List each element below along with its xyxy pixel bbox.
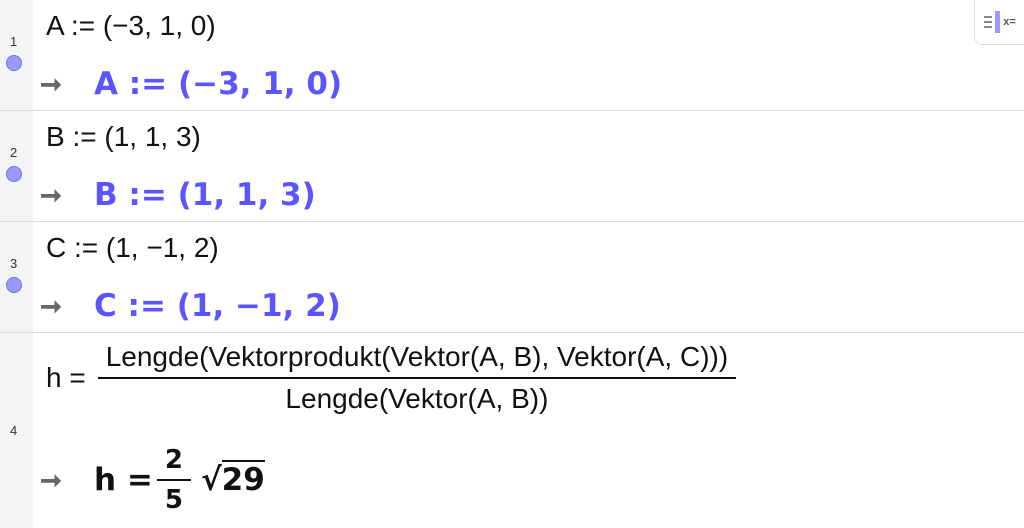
radicand: 29 bbox=[221, 460, 265, 498]
denominator: 5 bbox=[156, 479, 191, 515]
toggle-label: x= bbox=[1003, 16, 1016, 28]
row-number: 4 bbox=[10, 423, 18, 438]
cas-output: ➞ B := (1, 1, 3) bbox=[40, 177, 316, 213]
cas-row-2[interactable]: 2 B := (1, 1, 3) ➞ B := (1, 1, 3) bbox=[0, 111, 1024, 222]
arrow-icon: ➞ bbox=[40, 464, 62, 495]
sqrt: √29 bbox=[200, 460, 265, 498]
denominator: Lengde(Vektor(A, B)) bbox=[97, 377, 737, 415]
cas-output: ➞ A := (−3, 1, 0) bbox=[40, 66, 342, 102]
output-lhs: h = bbox=[94, 462, 153, 498]
input-lhs: h = bbox=[46, 362, 86, 393]
row-gutter bbox=[0, 333, 33, 528]
numerator: Lengde(Vektorprodukt(Vektor(A, B), Vekto… bbox=[105, 341, 729, 372]
input-fraction: Lengde(Vektorprodukt(Vektor(A, B), Vekto… bbox=[97, 341, 737, 415]
visibility-toggle-dot[interactable] bbox=[6, 277, 22, 293]
row-number: 3 bbox=[10, 256, 18, 271]
cas-row-3[interactable]: 3 C := (1, −1, 2) ➞ C := (1, −1, 2) bbox=[0, 222, 1024, 333]
numerator: 2 bbox=[164, 445, 183, 475]
algebra-description-toggle[interactable]: x= bbox=[974, 0, 1024, 45]
cas-input[interactable]: h = Lengde(Vektorprodukt(Vektor(A, B), V… bbox=[46, 341, 737, 415]
bar-icon bbox=[995, 11, 1001, 33]
cas-input[interactable]: B := (1, 1, 3) bbox=[46, 121, 201, 152]
row-number: 2 bbox=[10, 145, 18, 160]
cas-output: ➞ C := (1, −1, 2) bbox=[40, 288, 341, 324]
cas-output: ➞ h = 2 5 √29 bbox=[40, 445, 265, 515]
output-fraction: 2 5 bbox=[156, 445, 191, 515]
cas-row-1[interactable]: 1 A := (−3, 1, 0) ➞ A := (−3, 1, 0) bbox=[0, 0, 1024, 111]
cas-input[interactable]: A := (−3, 1, 0) bbox=[46, 10, 216, 41]
list-icon bbox=[984, 16, 993, 28]
cas-row-4[interactable]: 4 h = Lengde(Vektorprodukt(Vektor(A, B),… bbox=[0, 333, 1024, 528]
output-value: C := (1, −1, 2) bbox=[94, 288, 341, 324]
arrow-icon: ➞ bbox=[40, 179, 62, 210]
output-value: B := (1, 1, 3) bbox=[94, 177, 316, 213]
visibility-toggle-dot[interactable] bbox=[6, 166, 22, 182]
arrow-icon: ➞ bbox=[40, 290, 62, 321]
row-number: 1 bbox=[10, 34, 18, 49]
visibility-toggle-dot[interactable] bbox=[6, 55, 22, 71]
arrow-icon: ➞ bbox=[40, 68, 62, 99]
cas-input[interactable]: C := (1, −1, 2) bbox=[46, 232, 219, 263]
output-value: A := (−3, 1, 0) bbox=[94, 66, 343, 102]
